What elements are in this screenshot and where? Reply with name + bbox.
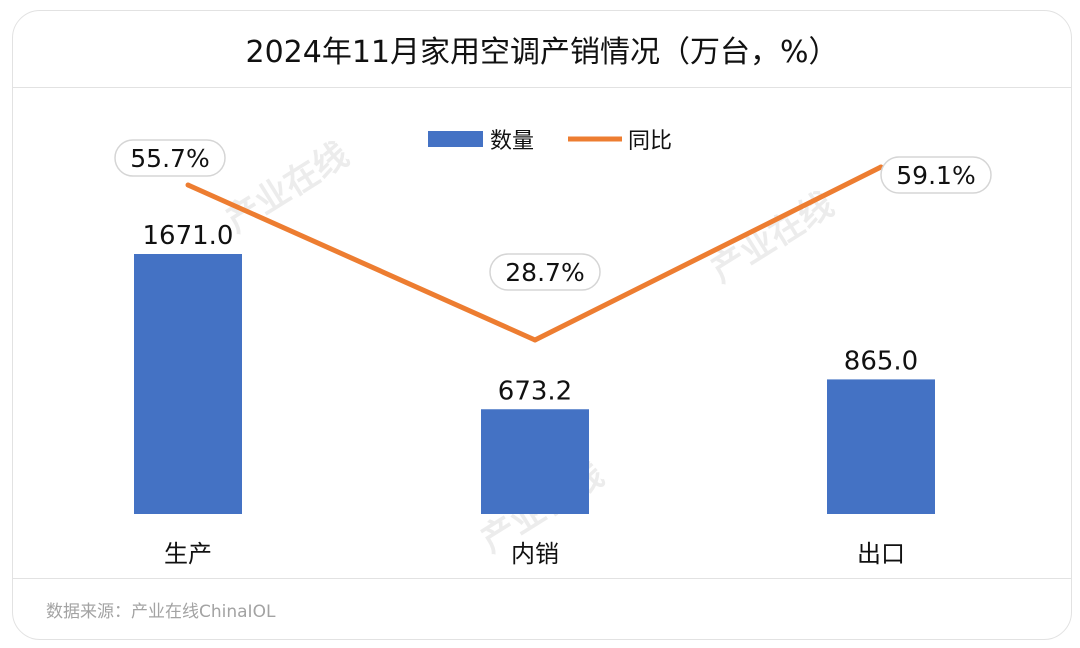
legend-label: 同比 [628, 129, 672, 154]
line-value-label: 59.1% [896, 161, 975, 190]
legend-label: 数量 [490, 129, 534, 154]
line-point [185, 182, 191, 188]
line-series [185, 164, 884, 343]
bar-1 [481, 409, 589, 514]
bar-value-label: 1671.0 [143, 221, 234, 251]
chart-title: 2024年11月家用空调产销情况（万台，%） [12, 10, 1072, 88]
bar-0 [134, 254, 242, 514]
bars [134, 254, 935, 514]
line-value-label: 55.7% [130, 144, 209, 173]
line-label-bubble [880, 156, 992, 194]
line-value-label: 28.7% [505, 258, 584, 287]
bar-value-label: 673.2 [498, 376, 572, 406]
x-tick-label: 生产 [164, 540, 212, 568]
line-label-bubble [489, 253, 601, 291]
x-axis: 生产 内销 出口 [164, 540, 905, 568]
data-source: 数据来源：产业在线ChinaIOL [12, 578, 1072, 640]
line-label-bubble [114, 139, 226, 177]
line-point [532, 337, 538, 343]
bar-value-label: 865.0 [844, 346, 918, 376]
x-tick-label: 内销 [511, 540, 559, 568]
data-labels: 1671.0 673.2 865.0 55.7% 28.7% 59.1% [114, 139, 992, 406]
bar-2 [827, 379, 935, 514]
legend-swatch-bar [428, 131, 483, 147]
legend: 数量 同比 [428, 129, 672, 154]
x-tick-label: 出口 [857, 540, 905, 568]
